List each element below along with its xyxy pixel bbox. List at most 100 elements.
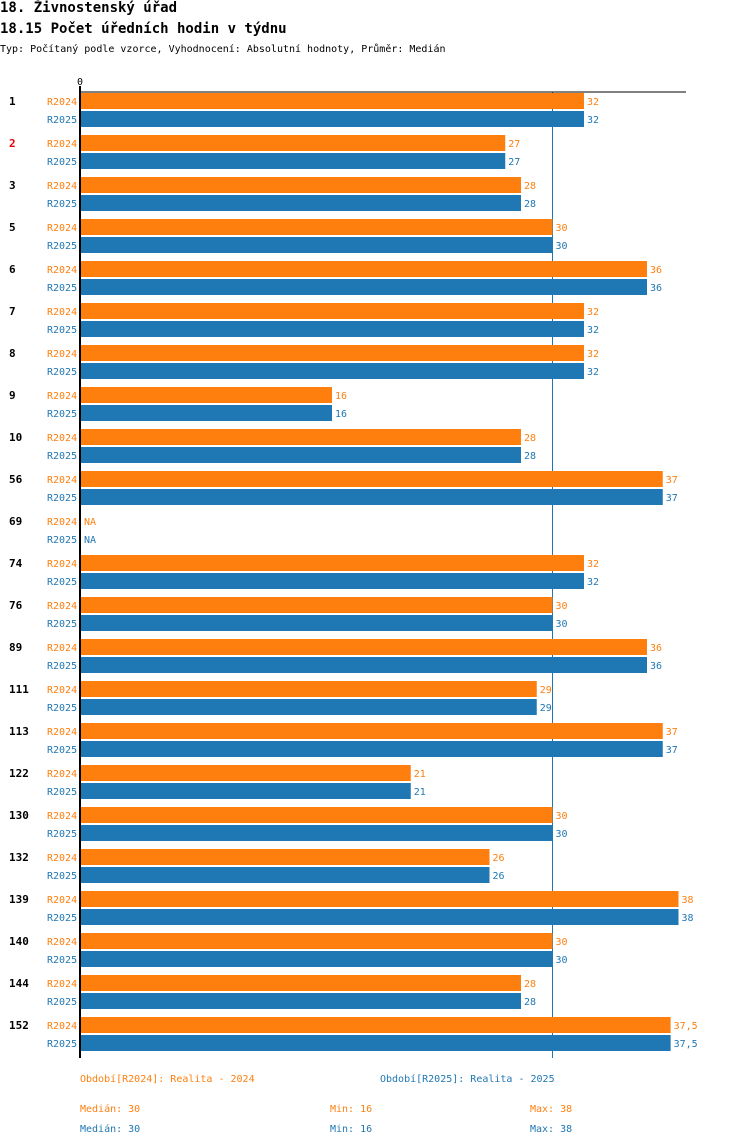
value-label: 38 xyxy=(682,895,694,906)
series-label: R2025 xyxy=(47,661,77,672)
bar-r2025 xyxy=(80,909,679,925)
value-label: 37 xyxy=(666,475,678,486)
series-label: R2025 xyxy=(47,829,77,840)
series-label: R2024 xyxy=(47,601,77,612)
value-label: 32 xyxy=(587,115,599,126)
bar-r2025 xyxy=(80,741,663,757)
series-label: R2024 xyxy=(47,349,77,360)
value-label: 30 xyxy=(556,601,568,612)
chart-type-line: Typ: Počítaný podle vzorce, Vyhodnocení:… xyxy=(0,44,446,55)
series-label: R2025 xyxy=(47,703,77,714)
bar-r2025 xyxy=(80,363,584,379)
bar-r2024 xyxy=(80,597,553,613)
value-label: 26 xyxy=(493,871,505,882)
bar-r2024 xyxy=(80,681,537,697)
series-label: R2025 xyxy=(47,787,77,798)
stat-max-r2024: Max: 38 xyxy=(530,1104,573,1115)
value-label: 27 xyxy=(508,157,520,168)
bar-r2025 xyxy=(80,279,647,295)
value-label: 30 xyxy=(556,619,568,630)
series-label: R2025 xyxy=(47,115,77,126)
bar-r2024 xyxy=(80,639,647,655)
category-label: 122 xyxy=(9,767,29,780)
category-label: 69 xyxy=(9,515,22,528)
bar-r2024 xyxy=(80,891,679,907)
bar-r2025 xyxy=(80,405,332,421)
series-label: R2024 xyxy=(47,979,77,990)
bar-r2025 xyxy=(80,195,521,211)
category-label: 56 xyxy=(9,473,23,486)
series-label: R2025 xyxy=(47,199,77,210)
series-label: R2025 xyxy=(47,1039,77,1050)
value-label: NA xyxy=(84,517,96,528)
series-label: R2024 xyxy=(47,265,77,276)
series-label: R2024 xyxy=(47,937,77,948)
category-label: 9 xyxy=(9,389,16,402)
value-label: 16 xyxy=(335,409,347,420)
series-label: R2024 xyxy=(47,433,77,444)
bar-r2024 xyxy=(80,429,521,445)
value-label: 37 xyxy=(666,745,678,756)
category-label: 74 xyxy=(9,557,23,570)
value-label: 30 xyxy=(556,223,568,234)
series-label: R2025 xyxy=(47,409,77,420)
bar-r2025 xyxy=(80,615,553,631)
series-label: R2024 xyxy=(47,727,77,738)
value-label: 30 xyxy=(556,811,568,822)
series-label: R2024 xyxy=(47,1021,77,1032)
bar-r2024 xyxy=(80,261,647,277)
bar-chart: 1 R2024 32 R2025 32 2 R2024 27 R2025 27 3 R2024 28 R2… xyxy=(9,77,698,1058)
value-label: 32 xyxy=(587,325,599,336)
value-label: NA xyxy=(84,535,96,546)
stat-median-r2025: Medián: 30 xyxy=(80,1124,141,1135)
category-label: 140 xyxy=(9,935,29,948)
stat-min-r2025: Min: 16 xyxy=(330,1124,373,1135)
category-label: 111 xyxy=(9,683,29,696)
value-label: 32 xyxy=(587,97,599,108)
category-label: 132 xyxy=(9,851,29,864)
value-label: 36 xyxy=(650,661,662,672)
value-label: 28 xyxy=(524,199,536,210)
series-label: R2025 xyxy=(47,997,77,1008)
bar-r2025 xyxy=(80,783,411,799)
category-label: 3 xyxy=(9,179,16,192)
value-label: 26 xyxy=(493,853,505,864)
bar-r2025 xyxy=(80,489,663,505)
bar-r2025 xyxy=(80,321,584,337)
bar-r2024 xyxy=(80,135,506,151)
value-label: 30 xyxy=(556,955,568,966)
bar-r2025 xyxy=(80,1035,671,1051)
series-label: R2025 xyxy=(47,493,77,504)
bar-r2025 xyxy=(80,951,553,967)
series-label: R2025 xyxy=(47,241,77,252)
value-label: 32 xyxy=(587,577,599,588)
value-label: 37 xyxy=(666,493,678,504)
series-label: R2025 xyxy=(47,619,77,630)
series-label: R2025 xyxy=(47,745,77,756)
category-label: 76 xyxy=(9,599,23,612)
bar-r2024 xyxy=(80,387,332,403)
series-label: R2025 xyxy=(47,367,77,378)
value-label: 38 xyxy=(682,913,694,924)
value-label: 29 xyxy=(540,703,552,714)
bar-r2025 xyxy=(80,867,490,883)
value-label: 36 xyxy=(650,265,662,276)
value-label: 37,5 xyxy=(674,1021,698,1032)
series-label: R2025 xyxy=(47,451,77,462)
bar-r2024 xyxy=(80,975,521,991)
bar-r2025 xyxy=(80,111,584,127)
bar-r2025 xyxy=(80,825,553,841)
bar-r2024 xyxy=(80,93,584,109)
category-label: 1 xyxy=(9,95,16,108)
series-label: R2025 xyxy=(47,535,77,546)
stat-max-r2025: Max: 38 xyxy=(530,1124,573,1135)
category-label: 8 xyxy=(9,347,16,360)
series-label: R2024 xyxy=(47,223,77,234)
category-label: 144 xyxy=(9,977,29,990)
chart-title: 18.15 Počet úředních hodin v týdnu xyxy=(0,21,287,37)
category-label: 2 xyxy=(9,137,16,150)
series-label: R2024 xyxy=(47,643,77,654)
category-label: 5 xyxy=(9,221,16,234)
category-label: 152 xyxy=(9,1019,29,1032)
value-label: 30 xyxy=(556,241,568,252)
